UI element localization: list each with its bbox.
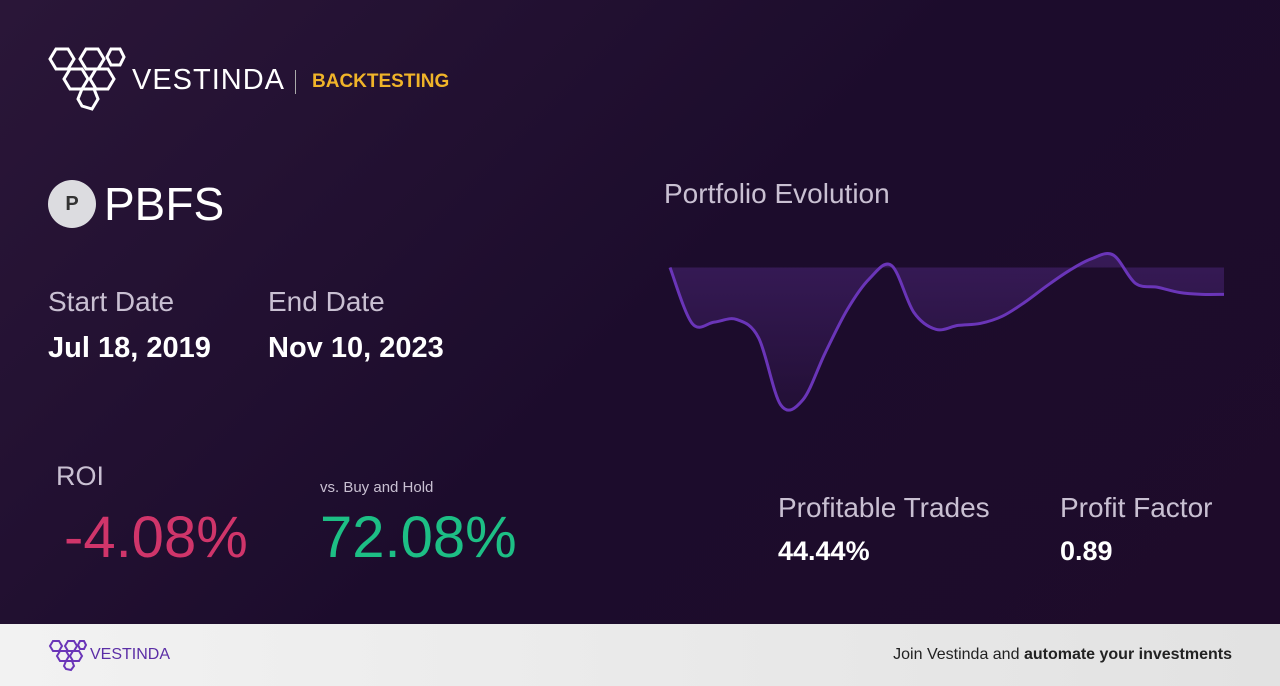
factor: 0.89 [1060, 536, 1113, 566]
cta-prefix: Join Vestinda and [893, 646, 1020, 663]
cta-bold: automate your investments [1023, 646, 1232, 663]
chart-title: Portfolio Evolution [664, 178, 890, 209]
area [670, 253, 1224, 411]
section: BACKTESTING [312, 71, 450, 92]
trades-label: Profitable Trades [778, 492, 990, 523]
divider [295, 70, 296, 94]
roi-value: -4.08% [64, 505, 248, 570]
chart [668, 252, 1225, 412]
end-date: Nov 10, 2023 [268, 332, 444, 364]
compare-value: 72.08% [320, 505, 517, 570]
start-label: Start Date [48, 286, 175, 317]
footer-logo [48, 640, 88, 672]
ticker-icon: P [48, 180, 96, 228]
trades: 44.44% [778, 536, 870, 566]
footer-brand: VESTINDA [90, 646, 171, 663]
roi-label: ROI [56, 461, 105, 491]
end-label: End Date [268, 286, 385, 317]
brand: VESTINDA [132, 64, 286, 96]
line [668, 252, 1225, 412]
footer: VESTINDA Join Vestinda and automate your… [0, 624, 1280, 686]
compare-label: vs. Buy and Hold [320, 479, 434, 496]
factor-label: Profit Factor [1060, 492, 1213, 523]
logo [48, 47, 126, 111]
cta: Join Vestinda and automate your investme… [893, 646, 1232, 664]
ticker: PBFS [104, 178, 225, 230]
start-date: Jul 18, 2019 [48, 332, 211, 364]
